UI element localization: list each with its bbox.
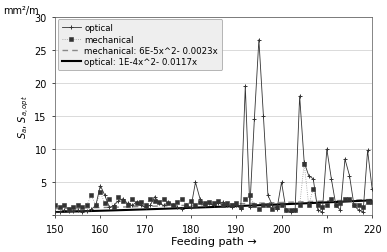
Legend: optical, mechanical, mechanical: 6E-5x^2- 0.0023x, optical: 1E-4x^2- 0.0117x: optical, mechanical, mechanical: 6E-5x^2… <box>58 20 223 71</box>
Text: mm²/m: mm²/m <box>3 6 38 15</box>
Y-axis label: $S_a$, $S_{a,opt}$: $S_a$, $S_{a,opt}$ <box>17 94 31 138</box>
X-axis label: Feeding path →: Feeding path → <box>171 237 257 246</box>
